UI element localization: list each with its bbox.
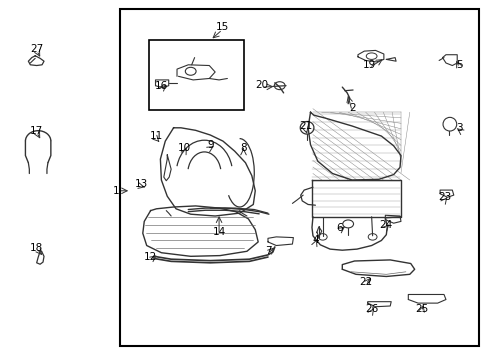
Bar — [149, 40, 244, 110]
Text: 26: 26 — [364, 304, 378, 314]
Text: 2: 2 — [348, 103, 355, 113]
Text: 15: 15 — [215, 22, 229, 32]
Text: 10: 10 — [178, 143, 191, 153]
Text: 22: 22 — [358, 276, 372, 287]
Text: 14: 14 — [212, 227, 225, 237]
Text: 9: 9 — [206, 140, 213, 150]
Text: 17: 17 — [30, 126, 43, 136]
Text: 20: 20 — [255, 80, 267, 90]
Text: 18: 18 — [30, 243, 43, 253]
Text: 3: 3 — [455, 123, 462, 133]
Text: 24: 24 — [379, 220, 392, 230]
Text: 19: 19 — [362, 60, 375, 70]
Text: 5: 5 — [455, 60, 462, 70]
Text: 25: 25 — [414, 304, 427, 314]
Text: 6: 6 — [336, 222, 343, 233]
Text: 23: 23 — [437, 192, 451, 202]
Text: 27: 27 — [30, 44, 43, 54]
Text: 1: 1 — [113, 186, 120, 196]
Text: 16: 16 — [154, 81, 168, 91]
Text: 12: 12 — [143, 252, 157, 262]
Text: 8: 8 — [240, 143, 246, 153]
Text: 11: 11 — [149, 131, 163, 141]
Text: 7: 7 — [264, 246, 271, 256]
Text: 13: 13 — [135, 179, 148, 189]
Text: 21: 21 — [298, 121, 312, 131]
Text: 4: 4 — [311, 235, 318, 246]
Bar — [120, 9, 478, 346]
